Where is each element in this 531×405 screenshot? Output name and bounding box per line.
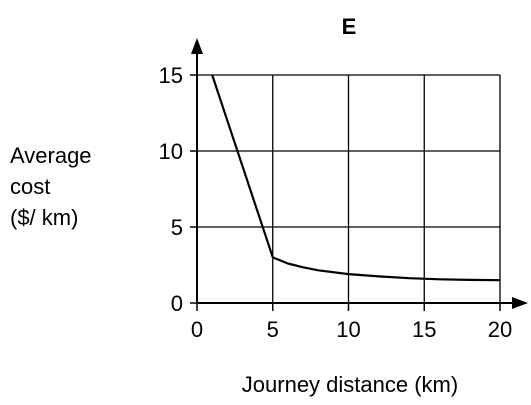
series-line (211, 74, 501, 282)
axes (191, 38, 528, 309)
y-tick-label: 15 (159, 63, 183, 88)
y-tick-label: 10 (159, 139, 183, 164)
x-axis-label: Journey distance (km) (242, 372, 458, 397)
x-axis-arrow (512, 297, 528, 309)
x-tick-label: 5 (267, 317, 279, 342)
y-axis-arrow (191, 38, 203, 54)
x-tick-label: 0 (191, 317, 203, 342)
y-axis-label-line-3: ($/ km) (10, 205, 78, 230)
chart-title: E (342, 14, 357, 39)
x-tick-label: 10 (336, 317, 360, 342)
y-tick-label: 0 (171, 291, 183, 316)
grid (197, 74, 501, 303)
x-tick-label: 20 (488, 317, 512, 342)
y-axis-label-line-2: cost (10, 174, 50, 199)
x-tick-label: 15 (412, 317, 436, 342)
y-axis-label-line-1: Average (10, 143, 92, 168)
y-tick-label: 5 (171, 215, 183, 240)
ticks: 0 5 10 15 0 5 10 15 20 (159, 63, 513, 342)
